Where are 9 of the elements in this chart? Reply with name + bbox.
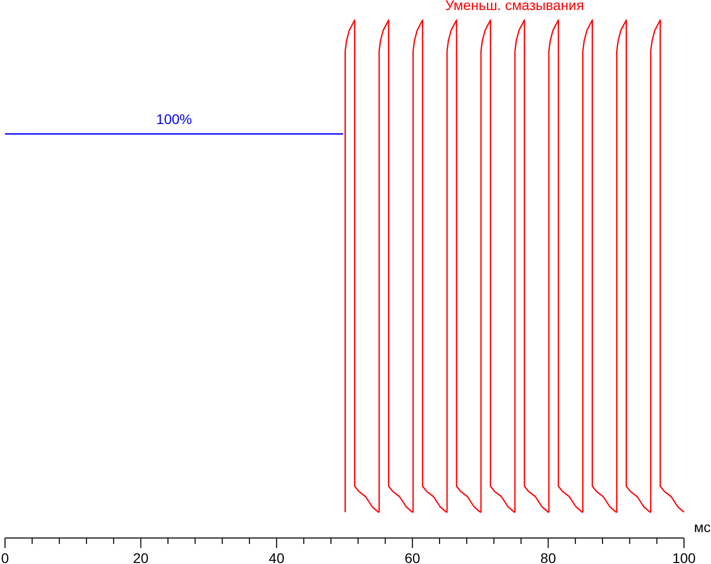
x-tick-label: 0 <box>1 550 10 564</box>
x-tick-label: 60 <box>404 550 420 564</box>
x-tick-label: 20 <box>133 550 149 564</box>
x-axis-title: мс <box>694 519 711 535</box>
series-label: 100% <box>156 110 192 127</box>
x-tick-label: 100 <box>672 550 696 564</box>
x-tick-label: 40 <box>268 550 285 564</box>
series-label: Уменьш. смазывания <box>445 0 584 13</box>
x-tick-label: 80 <box>540 550 556 564</box>
